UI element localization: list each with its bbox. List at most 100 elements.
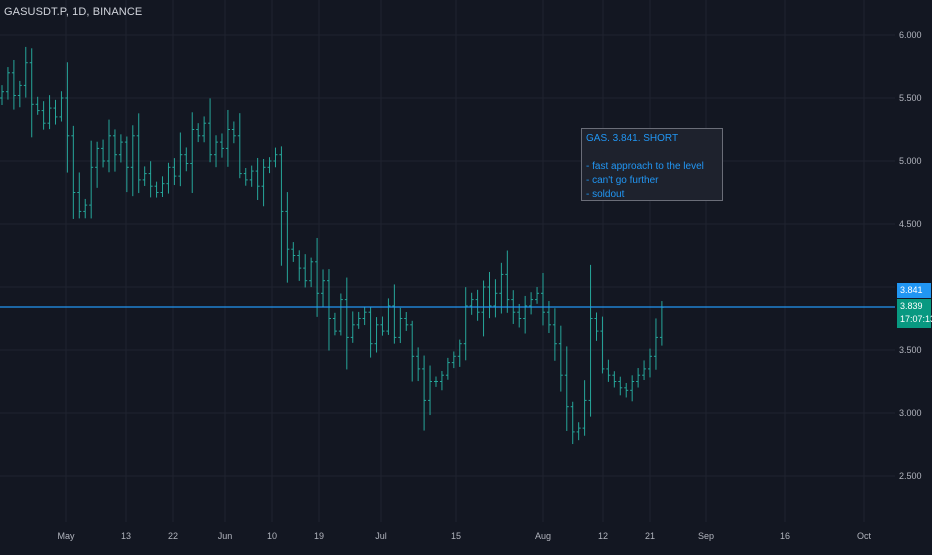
ohlc-bar — [564, 346, 569, 431]
ohlc-bar — [5, 67, 10, 100]
ohlc-bar — [523, 295, 528, 334]
ohlc-bar — [332, 312, 337, 336]
ohlc-bar — [267, 157, 272, 174]
x-tick-label: 13 — [121, 531, 131, 541]
ohlc-bar — [118, 134, 123, 163]
y-tick-label: 6.000 — [899, 30, 922, 40]
ohlc-bar — [540, 272, 545, 326]
ohlc-bar — [297, 250, 302, 281]
ohlc-bar — [517, 303, 522, 328]
note-line: - can't go further — [586, 175, 659, 186]
ohlc-bar — [362, 306, 367, 326]
ohlc-bar — [0, 85, 4, 105]
ohlc-bar — [428, 365, 433, 416]
ohlc-bar — [29, 48, 34, 138]
ohlc-bar — [196, 123, 201, 143]
ohlc-bar — [47, 95, 52, 130]
x-tick-label: Sep — [698, 531, 714, 541]
ohlc-bar — [433, 376, 438, 387]
ohlc-bar — [219, 133, 224, 158]
ohlc-bar — [410, 320, 415, 382]
ohlc-bar — [344, 277, 349, 370]
ohlc-bar — [642, 360, 647, 380]
x-tick-label: Jul — [375, 531, 387, 541]
x-tick-label: 21 — [645, 531, 655, 541]
ohlc-bar — [636, 368, 641, 388]
ohlc-bar — [291, 242, 296, 262]
ohlc-bars — [0, 46, 664, 445]
ohlc-bar — [499, 262, 504, 314]
ohlc-bar — [463, 287, 468, 361]
ohlc-bar — [130, 125, 135, 197]
ohlc-bar — [225, 109, 230, 167]
x-tick-label: Jun — [218, 531, 233, 541]
ohlc-bar — [594, 312, 599, 341]
x-tick-label: 12 — [598, 531, 608, 541]
ohlc-bar — [588, 264, 593, 417]
ohlc-bar — [309, 257, 314, 288]
ohlc-bar — [95, 141, 100, 188]
y-tick-label: 3.000 — [899, 408, 922, 418]
ohlc-bar — [214, 135, 219, 168]
ohlc-bar — [630, 375, 635, 402]
x-tick-label: 22 — [168, 531, 178, 541]
ohlc-bar — [535, 287, 540, 304]
ohlc-bar — [273, 147, 278, 168]
y-tick-label: 5.500 — [899, 93, 922, 103]
ohlc-bar — [505, 250, 510, 313]
ohlc-bar — [184, 147, 189, 172]
ohlc-bar — [17, 80, 22, 108]
last-price-value: 3.839 — [900, 301, 923, 311]
x-tick-label: 10 — [267, 531, 277, 541]
ohlc-bar — [350, 311, 355, 343]
ohlc-bar — [178, 132, 183, 187]
ohlc-bar — [356, 311, 361, 329]
ohlc-bar — [386, 298, 391, 335]
symbol-title[interactable]: GASUSDT.P, 1D, BINANCE — [4, 6, 143, 18]
ohlc-bar — [618, 376, 623, 396]
ohlc-bar — [457, 339, 462, 367]
ohlc-bar — [439, 370, 444, 391]
ohlc-bar — [23, 46, 28, 98]
ohlc-bar — [41, 101, 46, 130]
ohlc-bar — [89, 140, 94, 219]
ohlc-bar — [576, 422, 581, 441]
ohlc-bar — [404, 312, 409, 331]
ohlc-bar — [398, 307, 403, 344]
ohlc-bar — [552, 308, 557, 361]
ohlc-bar — [202, 116, 207, 143]
y-tick-label: 2.500 — [899, 471, 922, 481]
ohlc-bar — [659, 301, 664, 346]
ohlc-bar — [368, 306, 373, 358]
ohlc-bar — [107, 119, 112, 173]
ohlc-bar — [570, 401, 575, 445]
x-tick-label: Oct — [857, 531, 872, 541]
x-tick-label: May — [57, 531, 75, 541]
level-price-tag: 3.841 — [897, 283, 931, 298]
ohlc-bar — [303, 254, 308, 288]
ohlc-bar — [416, 347, 421, 382]
last-price-tag: 3.839 17:07:13 — [897, 299, 932, 328]
ohlc-bar — [380, 316, 385, 336]
ohlc-bar — [35, 96, 40, 115]
time-axis[interactable]: May 13 22 Jun 10 19 Jul 15 Aug 12 21 Sep 16 Oct — [57, 531, 871, 541]
x-tick-label: Aug — [535, 531, 551, 541]
ohlc-bar — [445, 357, 450, 380]
ohlc-bar — [65, 62, 70, 173]
ohlc-bar — [475, 289, 480, 321]
ohlc-bar — [136, 113, 141, 194]
ohlc-bar — [279, 146, 284, 266]
ohlc-bar — [231, 121, 236, 144]
ohlc-bar — [255, 157, 260, 201]
ohlc-bar — [112, 129, 117, 172]
x-tick-label: 19 — [314, 531, 324, 541]
text-note-annotation[interactable]: GAS. 3.841. SHORT - fast approach to the… — [581, 128, 723, 201]
ohlc-bar — [172, 158, 177, 186]
ohlc-bar — [166, 162, 171, 194]
ohlc-bar — [11, 59, 16, 110]
ohlc-bar — [600, 316, 605, 374]
x-tick-label: 16 — [780, 531, 790, 541]
